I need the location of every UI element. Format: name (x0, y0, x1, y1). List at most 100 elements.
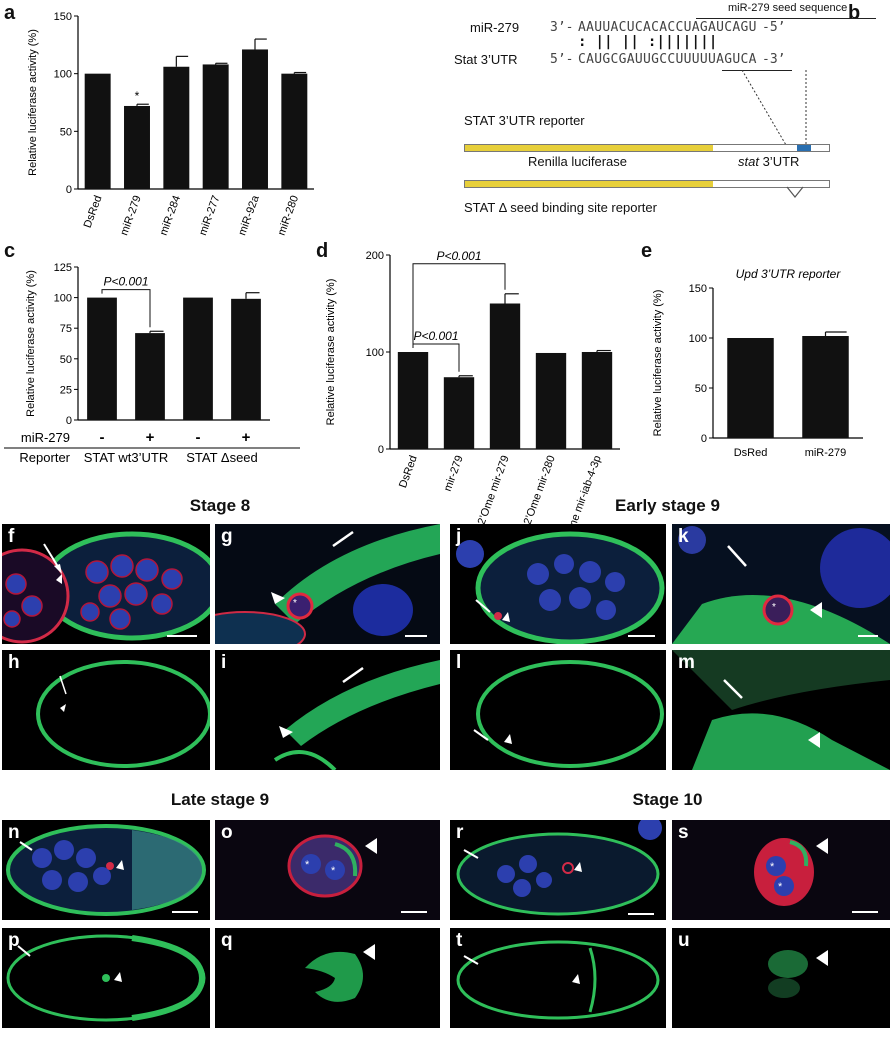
micro-label-j: j (456, 526, 462, 547)
reporter1-construct (464, 144, 830, 152)
seed-underline (722, 70, 792, 71)
x-tick-label: DsRed (82, 194, 105, 230)
y-tick-label: 150 (689, 283, 707, 295)
reporter2-label: STAT Δ seed binding site reporter (464, 200, 657, 215)
bar (802, 336, 849, 438)
micro-label-t: t (456, 930, 463, 951)
bar (202, 64, 229, 189)
mir-row-label: miR-279 (21, 430, 70, 445)
mir-sign: + (146, 429, 155, 446)
micrograph-m: m (672, 650, 890, 770)
utr-name: Stat 3’UTR (454, 52, 518, 67)
y-tick-label: 50 (60, 354, 72, 366)
y-tick-label: 100 (366, 347, 384, 359)
utr-sequence: CAUGCGAUUGCCUUUUUAGUCA (578, 52, 757, 67)
micrograph-q: q (215, 928, 440, 1028)
micro-label-r: r (456, 822, 464, 843)
y-axis-label: Relative luciferase activity (%) (652, 290, 664, 437)
x-tick-label: miR-280 (276, 194, 301, 237)
reporter-dseed-label: STAT Δseed (186, 450, 258, 465)
panel-label-e: e (641, 240, 653, 262)
bar (231, 298, 261, 420)
mir-sign: + (242, 429, 251, 446)
reporter1-label: STAT 3’UTR reporter (464, 113, 585, 128)
micrograph-r: r (450, 820, 666, 920)
bar (581, 352, 613, 449)
micrograph-t: t (450, 928, 666, 1028)
bar (281, 73, 308, 189)
bar (397, 352, 429, 449)
y-tick-label: 100 (689, 333, 707, 345)
x-tick-label: DsRed (397, 454, 420, 490)
micrograph-f: f (2, 524, 210, 644)
bar (183, 297, 213, 420)
micro-label-p: p (8, 930, 20, 951)
renilla-segment-2 (465, 181, 713, 187)
micro-label-s: s (678, 822, 689, 843)
mir-end: -5’ (762, 20, 786, 35)
significance-bracket (412, 263, 506, 348)
bar (443, 377, 475, 449)
svg-text:*: * (772, 602, 776, 613)
bar (489, 303, 521, 449)
svg-text:*: * (778, 881, 783, 893)
x-tick-label: mir-279 (442, 454, 466, 493)
y-axis-label: Relative luciferase activity (%) (325, 279, 337, 426)
x-tick-label: miR-279 (805, 447, 847, 459)
zoom-lines (741, 70, 807, 146)
y-tick-label: 100 (54, 293, 72, 305)
micrograph-u: u (672, 928, 890, 1028)
micro-label-f: f (8, 526, 15, 547)
y-tick-label: 75 (60, 323, 72, 335)
stage-title-late-9: Late stage 9 (170, 790, 270, 809)
y-tick-label: 125 (54, 262, 72, 274)
renilla-label: Renilla luciferase (528, 154, 627, 169)
micrograph-g: * g (215, 524, 440, 644)
bar (135, 333, 165, 420)
micro-label-l: l (456, 652, 462, 673)
chart-panel-c: 0 25 50 75 100 125 Relative luciferase activit… (4, 262, 300, 465)
mir-name: miR-279 (470, 20, 520, 35)
micro-label-q: q (221, 930, 233, 951)
renilla-segment (465, 145, 713, 151)
x-tick-label: miR-277 (197, 194, 222, 237)
reporter-wt-label: STAT wt3’UTR (84, 450, 169, 465)
mir-prime: 3’- (550, 20, 574, 35)
reporter-row-label: Reporter (19, 450, 70, 465)
bar (727, 338, 774, 438)
micro-label-g: g (221, 526, 233, 547)
y-tick-label: 0 (701, 433, 707, 445)
utr-prime: 5’- (550, 52, 574, 67)
mir-sequence: AAUUACUCACACCUAGAUCAGU (578, 20, 757, 35)
micrograph-p: p (2, 928, 210, 1028)
y-tick-label: 0 (66, 415, 72, 427)
deletion-mark (786, 186, 804, 198)
y-tick-label: 0 (66, 184, 72, 196)
bar (535, 352, 567, 449)
x-tick-label: miR-92a (236, 193, 262, 237)
stage-title-early-9: Early stage 9 (615, 496, 720, 515)
seed-site (797, 145, 811, 151)
seed-sequence-label: miR-279 seed sequence (728, 2, 848, 14)
p-value-label: P<0.001 (413, 329, 458, 343)
x-tick-label: miR-284 (158, 194, 183, 237)
panel-label-d: d (316, 240, 329, 262)
bar (163, 66, 190, 189)
micro-label-o: o (221, 822, 233, 843)
bar (84, 73, 111, 189)
stage-title-10: Stage 10 (632, 790, 703, 809)
y-tick-label: 50 (60, 126, 72, 138)
micro-label-k: k (678, 526, 689, 547)
svg-text:*: * (293, 598, 297, 609)
micro-label-u: u (678, 930, 690, 951)
svg-text:*: * (770, 861, 775, 873)
diagram-b: miR-279 seed sequence miR-279 3’- AAUUAC… (450, 0, 890, 240)
x-tick-label: miR-279 (118, 194, 143, 237)
micrograph-h: h (2, 650, 210, 770)
reporter2-construct (464, 180, 830, 188)
micro-label-h: h (8, 652, 20, 673)
stat-utr-label: stat 3’UTR (738, 154, 800, 169)
stage-title-8: Stage 8 (189, 496, 251, 515)
y-tick-label: 150 (54, 11, 72, 23)
svg-text:*: * (305, 859, 310, 871)
